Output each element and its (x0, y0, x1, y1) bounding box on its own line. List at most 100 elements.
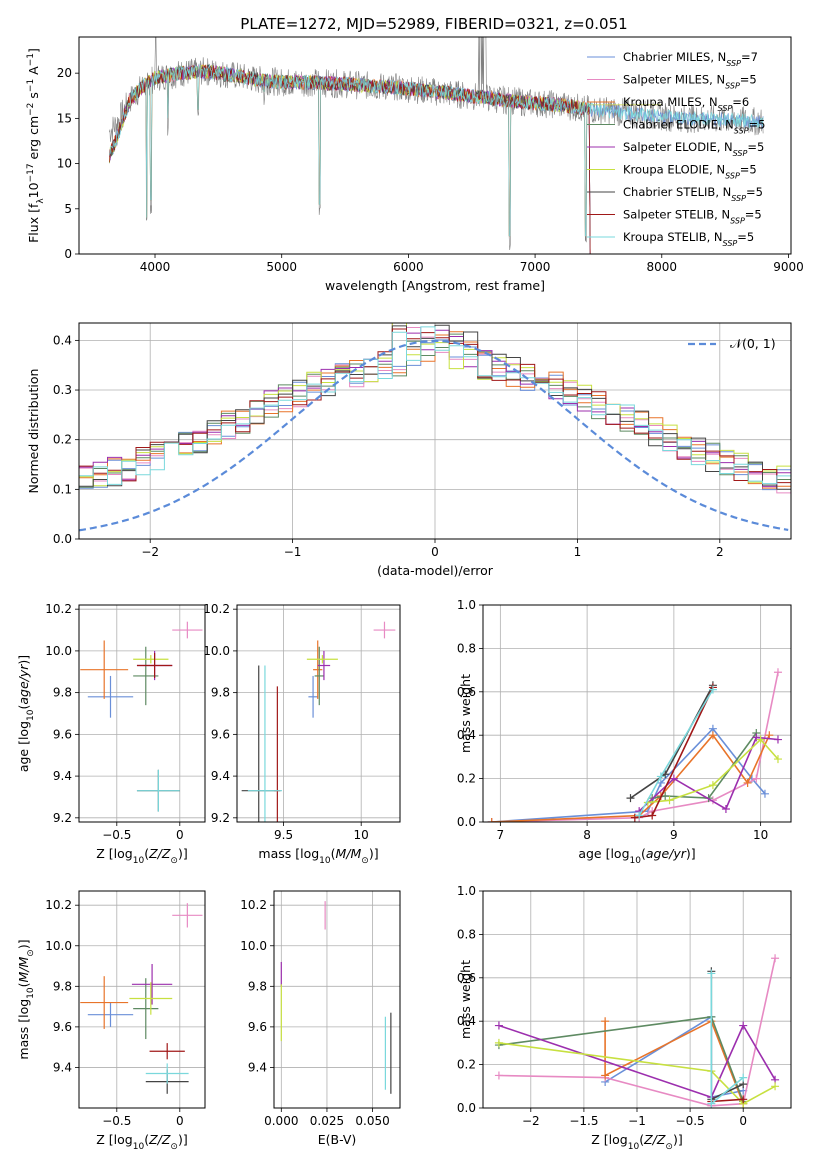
x-tick-label: 8000 (647, 260, 678, 274)
axes-frame-z_mass: −0.5 09.49.69.810.010.2Z [log10(Z/Z⊙)]mas… (16, 890, 206, 1152)
x-tick-label: 1 (574, 545, 582, 559)
weight-marker-salpeter_elodie (669, 774, 678, 783)
x-tick-label: 0 (176, 1114, 184, 1128)
y-axis-label: Normed distribution (26, 369, 41, 494)
y-tick-label: 0.0 (457, 815, 476, 829)
label-part: )] (369, 846, 379, 861)
weight-marker-salpeter_stelib (630, 813, 639, 822)
axes-box (78, 36, 792, 255)
label-part: −2 (26, 103, 36, 116)
label-part: =5 (749, 118, 766, 132)
label-part: Z/Z (148, 1132, 171, 1147)
label-part: Kroupa STELIB, N (623, 230, 723, 244)
y-tick-label: 10.2 (45, 602, 72, 616)
label-part: =5 (747, 140, 764, 154)
model-spectrum-salpeter_elodie (109, 65, 591, 254)
y-axis-label: mass weight (458, 960, 473, 1039)
weight-line-salpeter_elodie (498, 1023, 776, 1099)
label-part: ( (16, 705, 31, 710)
label-part: Salpeter ELODIE, N (623, 140, 733, 154)
label-part: SSP (731, 194, 746, 203)
label-part: SSP (723, 239, 738, 248)
panel-z_mass: −0.5 09.49.69.810.010.2Z [log10(Z/Z⊙)]mas… (16, 890, 206, 1152)
y-tick-label: 0.1 (53, 482, 72, 496)
label-part: )] (673, 1132, 683, 1147)
y-tick-label: 9.6 (53, 1020, 72, 1034)
x-tick-label: −0.5 (676, 1114, 705, 1128)
label-part: 10 (26, 182, 41, 198)
label-part: mass [log (16, 999, 31, 1060)
weight-marker-kroupa_miles (601, 1071, 610, 1080)
x-axis-label: (data-model)/error (377, 563, 494, 578)
weight-marker-salpeter_miles (752, 774, 761, 783)
label-part: ( (144, 1132, 149, 1147)
y-tick-label: 10.0 (240, 939, 267, 953)
x-tick-label: 5000 (266, 260, 297, 274)
y-tick-label: 10.0 (45, 644, 72, 658)
label-part: =5 (740, 73, 757, 87)
weight-marker-salpeter_miles (773, 668, 782, 677)
weight-marker-kroupa_miles (601, 1017, 610, 1026)
label-part: age/yr (16, 664, 31, 705)
label-part: Z [log (96, 846, 132, 861)
label-part: ( (639, 1132, 644, 1147)
weight-marker-kroupa_stelib (635, 811, 644, 820)
normal-curve (79, 339, 789, 532)
axes-box (78, 890, 206, 1109)
label-part: 10 (628, 1142, 640, 1152)
y-tick-label: 10 (57, 157, 72, 171)
y-tick-label: 10.2 (45, 898, 72, 912)
y-tick-label: 0.3 (53, 383, 72, 397)
plot-area-z_weight (494, 954, 780, 1108)
x-tick-label: −0.5 (102, 1114, 131, 1128)
legend-entry-salpeter_stelib: Salpeter STELIB, NSSP=5 (623, 208, 762, 226)
panel-ebv_mass: 0.000 0.025 0.050 9.4 9.6 9.8 10.0 10.2 E(B-V) (240, 890, 401, 1147)
x-axis-label: Z [log10(Z/Z⊙)] (96, 846, 187, 866)
axes-box (78, 604, 206, 823)
weight-marker-kroupa_elodie (708, 781, 717, 790)
weight-line-salpeter_stelib (711, 1098, 744, 1103)
y-tick-label: 1.0 (457, 598, 476, 612)
label-part: SSP (733, 149, 748, 158)
label-part: =5 (737, 230, 754, 244)
label-part: )] (16, 939, 31, 949)
label-part: wavelength [Angstrom, rest frame] (325, 278, 545, 293)
y-tick-label: 0.2 (457, 772, 476, 786)
x-tick-label: 10 (354, 828, 369, 842)
x-tick-label: −2 (141, 545, 159, 559)
label-part: Kroupa MILES, N (623, 95, 718, 109)
label-part: −17 (26, 163, 36, 182)
y-tick-label: 0.8 (457, 641, 476, 655)
y-tick-label: 0.4 (53, 333, 72, 347)
label-part: ( (331, 846, 336, 861)
label-part: )] (16, 655, 31, 665)
label-part: erg cm (26, 116, 41, 164)
y-tick-label: 0.2 (457, 1058, 476, 1072)
weight-marker-chabrier_miles (760, 789, 769, 798)
label-part: SSP (734, 126, 749, 135)
normal-legend-label: 𝒩(0, 1) (730, 336, 776, 351)
x-tick-label: 0.000 (264, 1114, 298, 1128)
label-part: mass weight (458, 960, 473, 1039)
label-part: Salpeter STELIB, N (623, 208, 730, 222)
label-part: )] (178, 846, 188, 861)
x-tick-label: −2 (522, 1114, 540, 1128)
plot-area-z_age (80, 621, 203, 812)
label-part: −1 (26, 53, 36, 66)
y-tick-label: 9.4 (53, 769, 72, 783)
y-tick-label: 9.8 (211, 686, 230, 700)
weight-marker-kroupa_elodie (756, 735, 765, 744)
panel-spectrum: 4000 5000 6000 7000 8000 9000 0 5 10 15 20 waveleng… (26, 36, 804, 293)
weight-marker-salpeter_stelib (648, 811, 657, 820)
y-tick-label: 9.6 (53, 727, 72, 741)
label-part: E(B-V) (318, 1132, 357, 1147)
label-part: age [log (578, 846, 629, 861)
axes-box (482, 604, 792, 823)
axes-frame-ebv_mass: 0.000 0.025 0.050 9.4 9.6 9.8 10.0 10.2 E(B-V) (240, 890, 401, 1147)
figure-title: PLATE=1272, MJD=52989, FIBERID=0321, z=0… (240, 15, 627, 33)
model-spectrum-kroupa_stelib (109, 63, 764, 237)
legend-entry-salpeter_miles: Salpeter MILES, NSSP=5 (623, 73, 757, 91)
weight-marker-salpeter_elodie (752, 733, 761, 742)
